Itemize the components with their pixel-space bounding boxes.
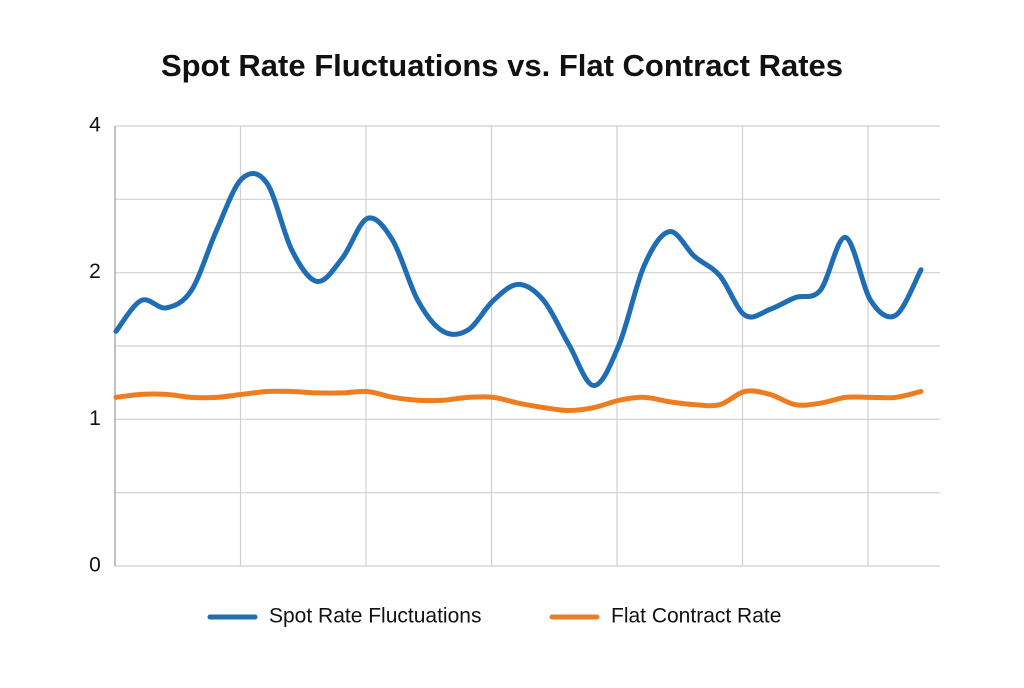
y-tick-label: 0 bbox=[89, 554, 101, 577]
chart-title: Spot Rate Fluctuations vs. Flat Contract… bbox=[161, 48, 843, 83]
legend-label: Flat Contract Rate bbox=[611, 605, 781, 628]
y-tick-label: 2 bbox=[89, 260, 101, 283]
series-line bbox=[113, 388, 924, 414]
series-line bbox=[113, 171, 924, 389]
y-tick-label: 1 bbox=[89, 407, 101, 430]
y-tick-label: 4 bbox=[89, 114, 101, 137]
legend-label: Spot Rate Fluctuations bbox=[269, 605, 481, 628]
